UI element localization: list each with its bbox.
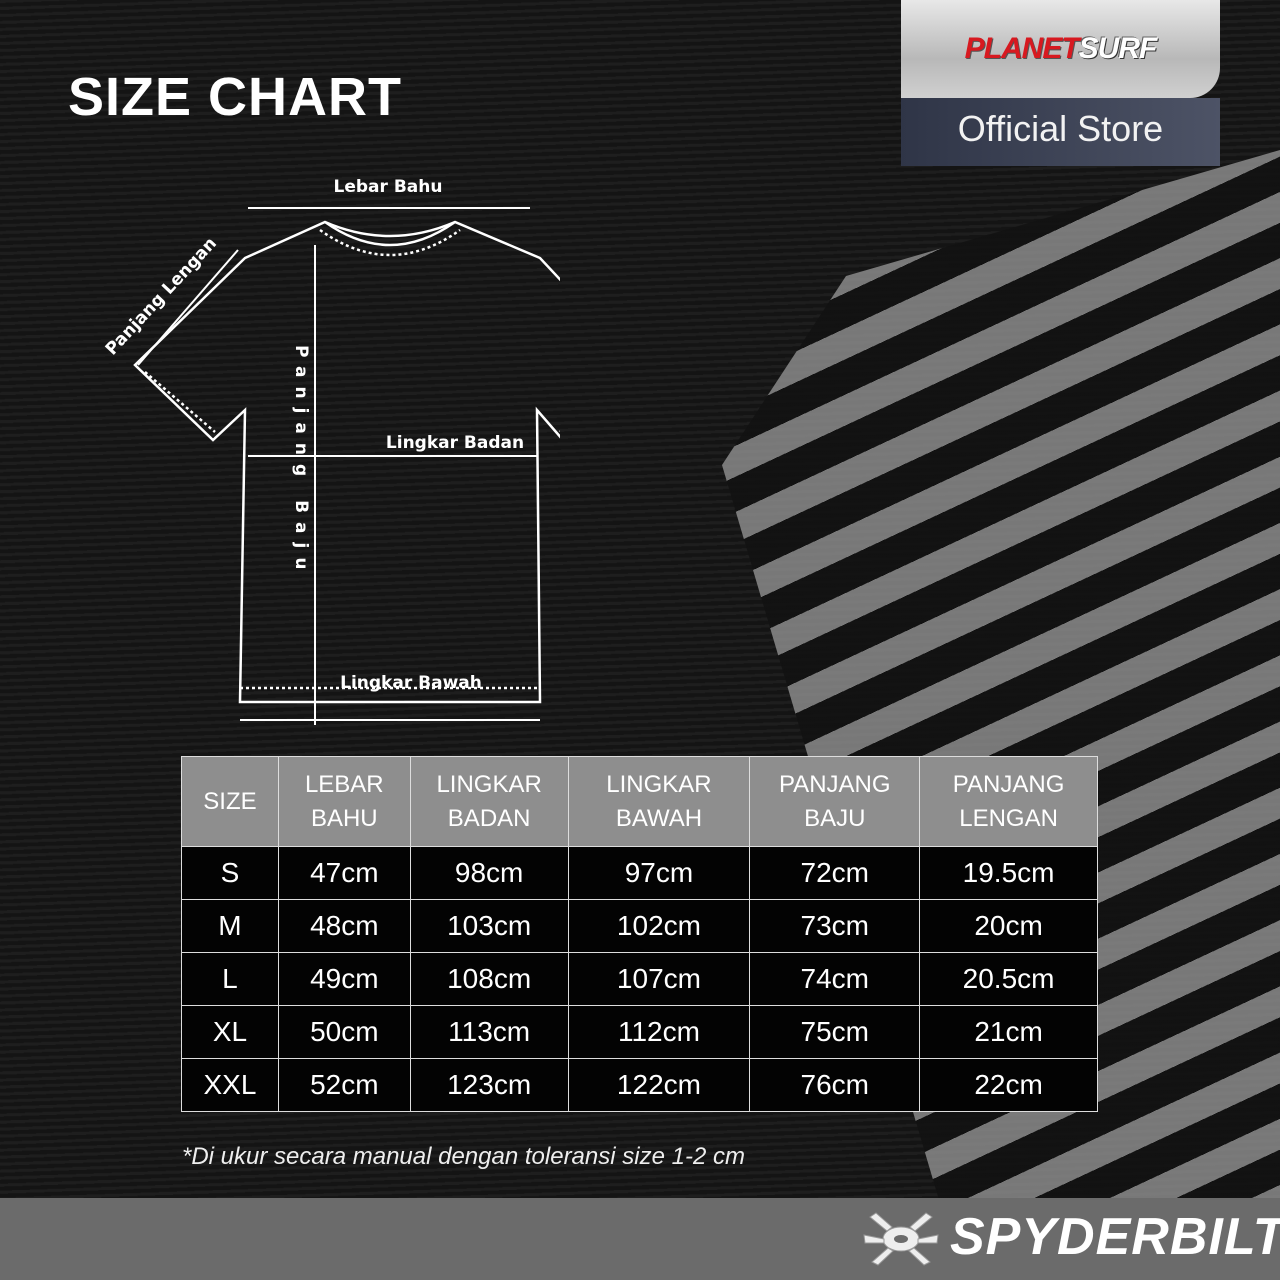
measurement-cell: 122cm	[567, 1058, 751, 1112]
measurement-cell: 123cm	[409, 1058, 569, 1112]
measurement-cell: 107cm	[567, 952, 751, 1006]
tolerance-note: *Di ukur secara manual dengan toleransi …	[182, 1143, 745, 1170]
column-header: PANJANG LENGAN	[919, 756, 1098, 847]
column-header-text: BAJU	[804, 804, 866, 832]
tshirt-diagram: Lebar Bahu Panjang Lengan Panjang Baju L…	[102, 177, 560, 725]
table-row: L 49cm 108cm 107cm 74cm 20.5cm	[181, 952, 1098, 1006]
column-header-text: BAWAH	[615, 804, 703, 832]
measurement-cell: 76cm	[749, 1058, 921, 1112]
label-lingkar-bawah: Lingkar Bawah	[340, 673, 482, 693]
column-header-text: SIZE	[203, 787, 257, 815]
measurement-cell: 50cm	[277, 1005, 411, 1059]
column-header-text: BADAN	[447, 804, 531, 832]
planet-surf-logo: PLANETSURF Official Store	[901, 0, 1220, 166]
measurement-cell: 20cm	[919, 899, 1098, 953]
measurement-cell: 112cm	[567, 1005, 751, 1059]
column-header-text: LINGKAR	[436, 770, 542, 798]
label-panjang-baju: Panjang Baju	[291, 345, 311, 578]
measurement-cell: 113cm	[409, 1005, 569, 1059]
table-row: XXL 52cm 123cm 122cm 76cm 22cm	[181, 1058, 1098, 1112]
column-header-text: BAHU	[310, 804, 378, 832]
measurement-cell: 108cm	[409, 952, 569, 1006]
measurement-cell: 97cm	[567, 846, 751, 900]
measurement-cell: 49cm	[277, 952, 411, 1006]
column-header-text: PANJANG	[952, 770, 1065, 798]
footer-bar	[0, 1198, 1280, 1280]
column-header: LINGKAR BADAN	[409, 756, 569, 847]
measurement-cell: 21cm	[919, 1005, 1098, 1059]
measurement-cell: 75cm	[749, 1005, 921, 1059]
table-row: XL 50cm 113cm 112cm 75cm 21cm	[181, 1005, 1098, 1059]
column-header-text: LENGAN	[959, 804, 1058, 832]
official-store-label: Official Store	[957, 108, 1164, 149]
size-cell: S	[181, 846, 279, 900]
measurement-cell: 103cm	[409, 899, 569, 953]
spyderbilt-logo: SPYDERBILT	[862, 1207, 1280, 1267]
label-lingkar-badan: Lingkar Badan	[386, 433, 524, 453]
label-lebar-bahu: Lebar Bahu	[334, 177, 443, 197]
size-cell: M	[181, 899, 279, 953]
measurement-cell: 20.5cm	[919, 952, 1098, 1006]
size-cell: XL	[181, 1005, 279, 1059]
measurement-cell: 48cm	[277, 899, 411, 953]
measurement-cell: 22cm	[919, 1058, 1098, 1112]
measurement-cell: 74cm	[749, 952, 921, 1006]
measurement-cell: 19.5cm	[919, 846, 1098, 900]
measurement-cell: 52cm	[277, 1058, 411, 1112]
column-header: PANJANG BAJU	[749, 756, 921, 847]
table-row: M 48cm 103cm 102cm 73cm 20cm	[181, 899, 1098, 953]
table-row: S 47cm 98cm 97cm 72cm 19.5cm	[181, 846, 1098, 900]
measurement-cell: 102cm	[567, 899, 751, 953]
measurement-cell: 73cm	[749, 899, 921, 953]
column-header: LEBAR BAHU	[277, 756, 411, 847]
measurement-cell: 47cm	[277, 846, 411, 900]
spider-icon	[863, 1212, 939, 1266]
column-header: LINGKAR BAWAH	[567, 756, 751, 847]
size-table: SIZE LEBAR BAHU LINGKAR BADAN LINGKAR BAWAH PAN…	[181, 756, 1098, 1112]
brand-name: SPYDERBILT	[950, 1208, 1280, 1266]
page-title: SIZE CHART	[68, 67, 402, 127]
size-cell: L	[181, 952, 279, 1006]
column-header-text: LEBAR	[304, 770, 384, 798]
column-header-text: PANJANG	[778, 770, 891, 798]
column-header: SIZE	[181, 756, 279, 847]
measurement-cell: 72cm	[749, 846, 921, 900]
measurement-cell: 98cm	[409, 846, 569, 900]
column-header-text: LINGKAR	[606, 770, 712, 798]
size-cell: XXL	[181, 1058, 279, 1112]
